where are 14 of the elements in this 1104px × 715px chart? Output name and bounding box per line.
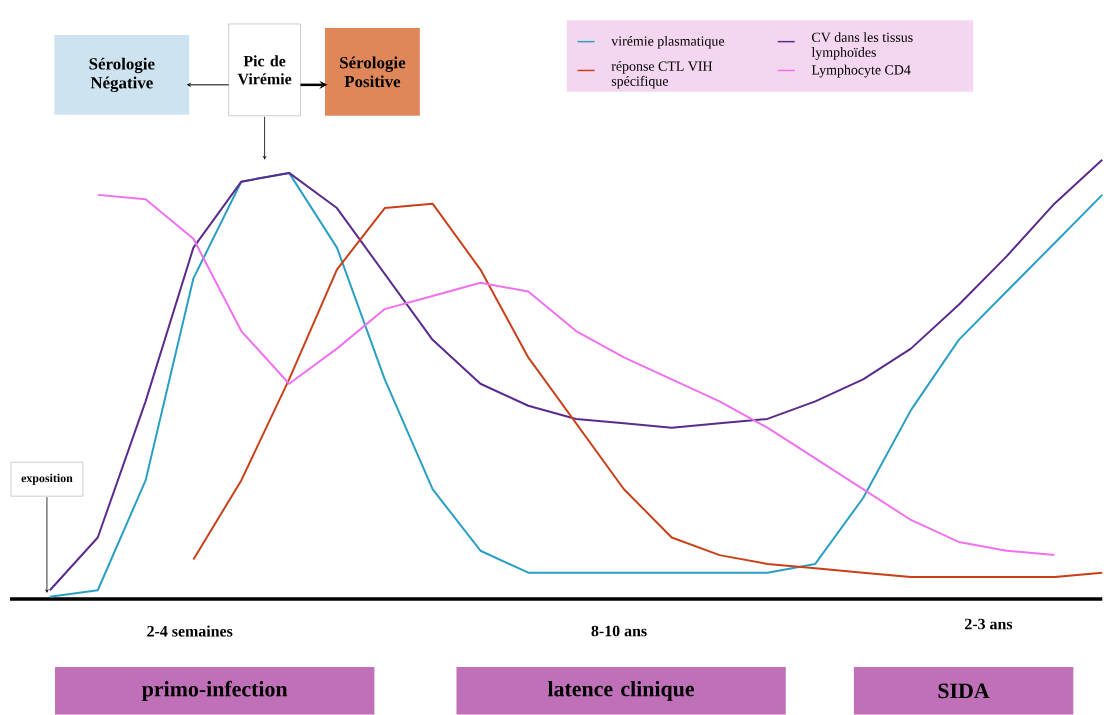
annotation: exposition — [21, 473, 73, 485]
legend-label: Lymphocyte CD4 — [811, 64, 911, 78]
legend-label: virémie plasmatique — [611, 36, 725, 49]
text: Sérologie Négative — [89, 57, 155, 93]
text: Pic de Virémie — [237, 55, 292, 85]
text: primo-infection — [142, 680, 288, 701]
legend-label: réponse CTL VIH spécifique — [611, 61, 713, 89]
text: 2-3 ans — [965, 618, 1013, 630]
legend-label: CV dans les tissus lymphoïdes — [811, 32, 913, 60]
text: SIDA — [938, 683, 990, 699]
text: latence clinique — [547, 681, 695, 701]
text: Sérologie Positive — [340, 56, 406, 88]
text: 8-10 ans — [591, 625, 647, 637]
text: 2-4 semaines — [147, 625, 233, 637]
